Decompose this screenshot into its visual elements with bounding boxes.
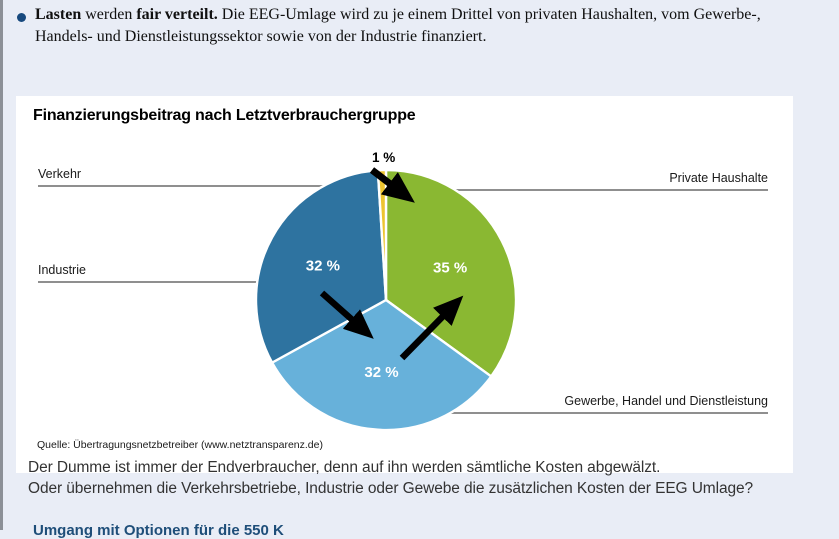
- label-industrie: Industrie: [38, 263, 86, 277]
- body-text-line2: Oder übernehmen die Verkehrsbetriebe, In…: [28, 480, 754, 497]
- callout-line-industrie: [38, 281, 260, 283]
- label-private-haushalte: Private Haushalte: [669, 171, 768, 185]
- pie-slice-percent-label: 35 %: [433, 259, 467, 276]
- pie-slice-private-haushalte: [384, 168, 518, 378]
- intro-segment: Lasten: [35, 6, 82, 23]
- callout-line-private-haushalte: [455, 189, 768, 191]
- pie-slice-percent-label: 32 %: [306, 257, 340, 274]
- label-verkehr-percent: 1 %: [372, 150, 396, 165]
- bullet-icon: [17, 13, 26, 22]
- pie-chart-svg: 35 % 32 % 32 %: [254, 168, 518, 432]
- callout-line-gewerbe: [437, 412, 768, 414]
- chart-panel: Finanzierungsbeitrag nach Letztverbrauch…: [16, 96, 793, 473]
- pie-slice-percent-label: 32 %: [364, 364, 398, 381]
- body-text-line1: Der Dumme ist immer der Endverbraucher, …: [28, 459, 661, 476]
- callout-line-verkehr: [38, 185, 378, 187]
- intro-segment: werden: [81, 6, 137, 23]
- chart-source: Quelle: Übertragungsnetzbetreiber (www.n…: [37, 439, 323, 451]
- label-verkehr: Verkehr: [38, 167, 82, 181]
- clipped-section-heading: Umgang mit Optionen für die 550 K: [33, 522, 284, 539]
- pie-chart: 35 % 32 % 32 %: [253, 167, 519, 433]
- pie-slice-gewerbe-handel-und-dienstleistung: [270, 298, 493, 432]
- intro-text: Lasten werden fair verteilt. Die EEG-Uml…: [35, 4, 783, 48]
- intro-segment: Die EEG-Umlage wird zu je einem Drittel …: [35, 6, 761, 45]
- label-gewerbe: Gewerbe, Handel und Dienstleistung: [564, 394, 768, 408]
- page-left-edge: [0, 0, 3, 530]
- chart-title: Finanzierungsbeitrag nach Letztverbrauch…: [33, 107, 416, 124]
- intro-segment: fair verteilt.: [136, 6, 218, 23]
